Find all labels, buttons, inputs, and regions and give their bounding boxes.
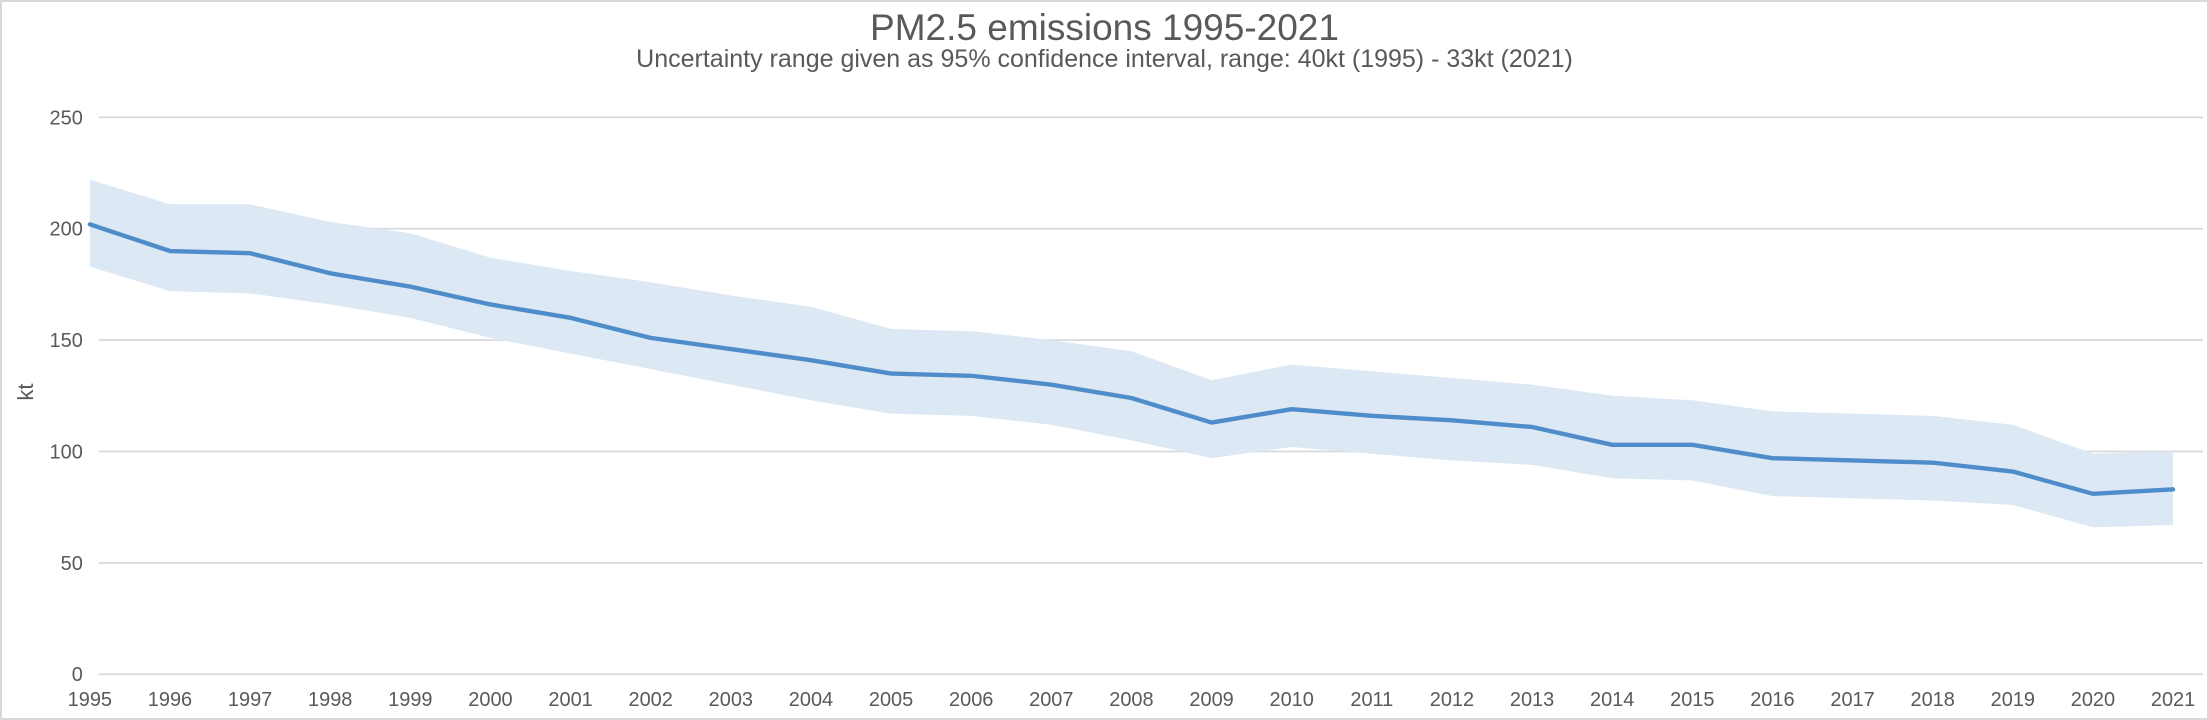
x-tick-label: 2009 — [1189, 689, 1233, 711]
x-tick-label: 1997 — [228, 689, 272, 711]
x-tick-label: 2003 — [709, 689, 753, 711]
emissions-line — [87, 222, 2176, 497]
x-tick-label: 1998 — [308, 689, 352, 711]
x-tick-label: 1999 — [388, 689, 432, 711]
x-tick-label: 2008 — [1109, 689, 1153, 711]
chart-title: PM2.5 emissions 1995-2021 — [870, 7, 1339, 48]
confidence-band — [89, 179, 2174, 528]
y-tick-label: 100 — [50, 441, 83, 463]
x-tick-label: 2002 — [629, 689, 673, 711]
y-tick-label: 150 — [50, 330, 83, 352]
x-tick-label: 2007 — [1029, 689, 1073, 711]
x-tick-label: 1996 — [148, 689, 192, 711]
x-tick-label: 2006 — [949, 689, 993, 711]
x-tick-label: 2017 — [1830, 689, 1874, 711]
x-tick-label: 2001 — [548, 689, 592, 711]
x-tick-label: 2012 — [1430, 689, 1474, 711]
x-tick-label: 2016 — [1750, 689, 1794, 711]
x-tick-label: 2014 — [1590, 689, 1634, 711]
y-tick-label: 50 — [61, 553, 83, 575]
x-tick-label: 2020 — [2071, 689, 2115, 711]
x-tick-label: 2021 — [2151, 689, 2195, 711]
x-tick-label: 2018 — [1910, 689, 1954, 711]
x-tick-label: 2011 — [1350, 689, 1393, 711]
y-tick-label: 200 — [50, 219, 83, 241]
y-tick-label: 250 — [50, 107, 83, 129]
x-tick-label: 2000 — [468, 689, 512, 711]
x-tick-label: 2004 — [789, 689, 833, 711]
x-tick-label: 1995 — [68, 689, 112, 711]
chart-subtitle: Uncertainty range given as 95% confidenc… — [636, 45, 1573, 73]
x-tick-label: 2010 — [1270, 689, 1314, 711]
y-axis-tick-labels: 0 50 100 150 200 250 — [50, 107, 83, 686]
x-tick-label: 2005 — [869, 689, 913, 711]
y-tick-label: 0 — [72, 664, 83, 686]
x-axis-tick-labels: 1995 1996 1997 1998 1999 2000 2001 2002 2003 2004… — [68, 689, 2196, 711]
x-tick-label: 2013 — [1510, 689, 1554, 711]
x-tick-label: 2019 — [1991, 689, 2035, 711]
x-tick-label: 2015 — [1670, 689, 1714, 711]
